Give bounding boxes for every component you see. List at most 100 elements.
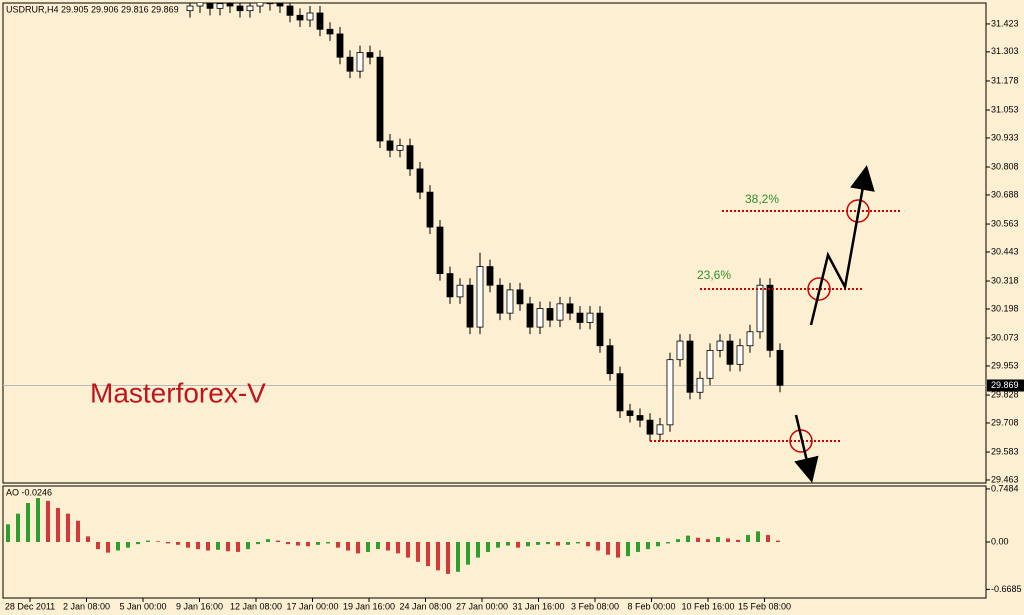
candle-body (516, 289, 524, 305)
up-arrow (809, 165, 875, 326)
candle-body (406, 145, 414, 170)
candle-body (466, 284, 474, 328)
candle-body (286, 5, 294, 16)
candle-body (416, 168, 424, 193)
candle-body (476, 266, 484, 328)
axes: 31.423 31.303 31.178 31.053 30.933 30.808 30.6… (5, 18, 1024, 611)
y-tick-label: 30.808 (991, 161, 1019, 171)
y-tick-label: 30.933 (991, 132, 1019, 142)
candle-body (646, 419, 654, 435)
ao-bar (416, 542, 420, 562)
price-plot (3, 3, 986, 442)
last-price-box (987, 379, 1024, 392)
candle-body (386, 140, 394, 151)
candle-body (626, 410, 634, 416)
candle-body (776, 349, 784, 386)
candle-body (686, 340, 694, 393)
ao-bar (206, 542, 210, 551)
ao-bar (716, 537, 720, 542)
ao-bar (366, 542, 370, 552)
x-tick-label: 17 Jan 00:00 (286, 601, 338, 611)
ao-bar (756, 531, 760, 542)
ao-bar (86, 536, 90, 542)
candle-body (296, 14, 304, 21)
ao-bar (536, 542, 540, 545)
ao-bar (466, 542, 470, 565)
x-tick-label: 27 Jan 00:00 (456, 601, 508, 611)
candle-body (486, 266, 494, 286)
candle-body (756, 284, 764, 333)
y-tick-label: -0.6685 (991, 584, 1022, 594)
ao-bar (566, 542, 570, 545)
candle-body (506, 289, 514, 314)
candle-body (676, 340, 684, 361)
ao-bar (396, 542, 400, 554)
candle-body (366, 52, 374, 58)
y-tick-label: 31.423 (991, 18, 1019, 28)
ao-bar (156, 541, 160, 542)
ao-bar (96, 542, 100, 550)
y-tick-label: 30.443 (991, 246, 1019, 256)
ao-bar (506, 542, 510, 546)
fib-label: 23,6% (697, 268, 731, 282)
fib-label: 38,2% (745, 192, 779, 206)
ao-bar (196, 542, 200, 550)
x-tick-label: 28 Dec 2011 (5, 601, 55, 611)
ao-bar (216, 542, 220, 550)
candle-body (186, 5, 194, 12)
last-price-label: 29.869 (991, 380, 1019, 390)
ao-bar (266, 539, 270, 542)
y-tick-label: 31.053 (991, 104, 1019, 114)
candle-body (376, 56, 384, 142)
candle-body (746, 331, 754, 347)
candle-body (326, 28, 334, 35)
ao-bar (576, 542, 580, 544)
ao-bar (26, 503, 30, 542)
candle-body (736, 345, 744, 365)
y-tick-label: 29.953 (991, 360, 1019, 370)
candle-body (346, 56, 354, 72)
ao-plot (6, 498, 780, 574)
ao-bar (226, 542, 230, 552)
candle-body (256, 3, 264, 7)
ao-bar (236, 542, 240, 552)
ao-bar (656, 542, 660, 547)
ao-bar (326, 542, 330, 544)
candle-body (306, 12, 314, 21)
ao-bar (46, 500, 50, 542)
main-panel (2, 2, 987, 484)
ao-bar (776, 540, 780, 542)
ao-bar (126, 542, 130, 548)
ao-bar (6, 524, 10, 542)
down-arrow (794, 414, 819, 483)
candle-body (616, 373, 624, 412)
x-tick-label: 10 Feb 16:00 (681, 601, 734, 611)
candle-body (496, 284, 504, 314)
x-tick-label: 24 Jan 08:00 (399, 601, 451, 611)
ao-bar (516, 542, 520, 548)
y-tick-label: 31.178 (991, 75, 1019, 85)
y-tick-label: 30.198 (991, 303, 1019, 313)
candle-body (566, 303, 574, 314)
ao-bar (386, 542, 390, 551)
candle-body (596, 312, 604, 347)
candle-body (336, 33, 344, 58)
candle-body (396, 145, 404, 151)
ao-bar (76, 520, 80, 542)
candle-body (196, 3, 204, 7)
watermark: Masterforex-V (90, 377, 266, 408)
ao-bar (736, 539, 740, 542)
ao-bar (616, 542, 620, 558)
ao-bar (556, 542, 560, 546)
ao-bar (286, 542, 290, 545)
ao-bar (456, 542, 460, 572)
candle-body (356, 52, 364, 72)
ao-bar (36, 498, 40, 542)
candle-body (236, 5, 244, 12)
ao-bar (296, 542, 300, 546)
ao-bar (336, 542, 340, 548)
ao-bar (316, 542, 320, 545)
ao-bar (346, 542, 350, 551)
ao-bar (486, 542, 490, 552)
